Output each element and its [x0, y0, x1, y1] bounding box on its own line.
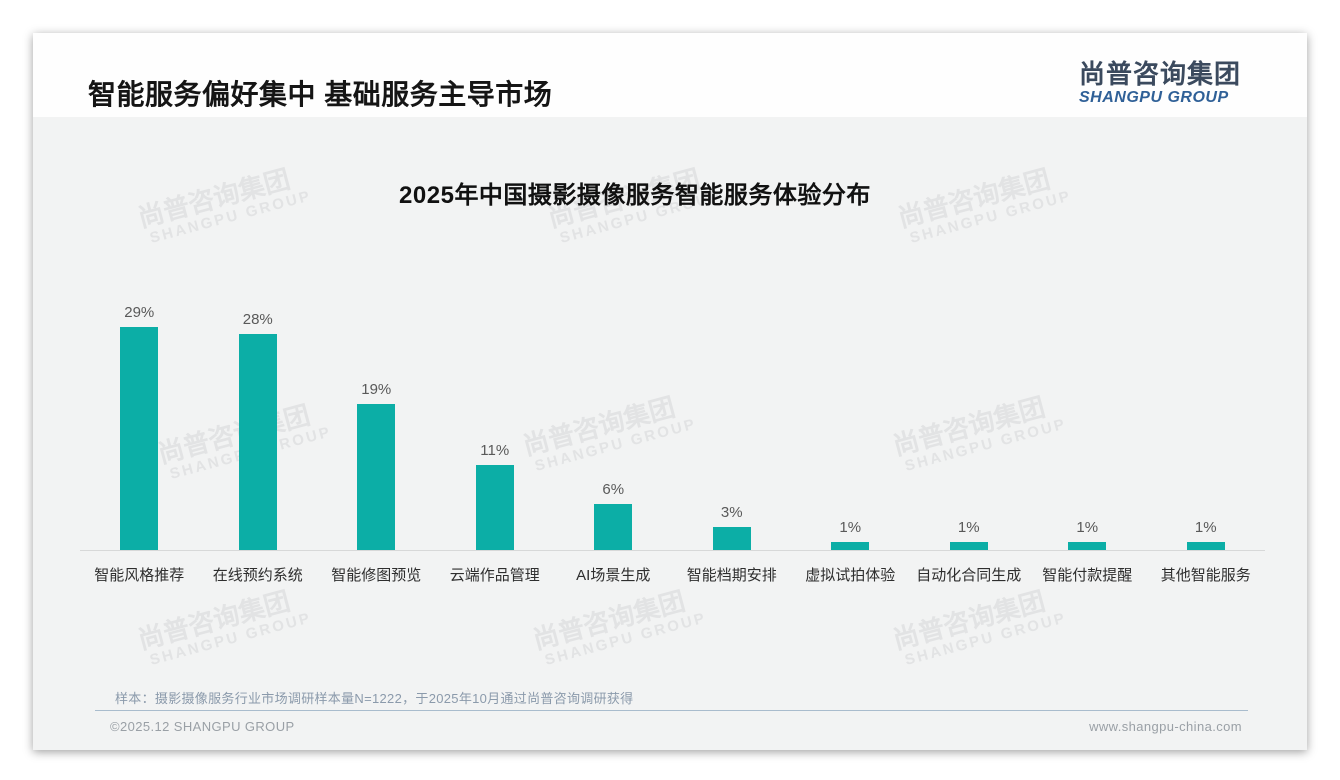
bar-slot: 1% 智能付款提醒 — [1028, 117, 1147, 584]
bar-value-label: 3% — [720, 504, 743, 521]
bar-value-label: 1% — [1076, 519, 1099, 536]
bar-slot: 1% 自动化合同生成 — [910, 117, 1029, 584]
bar-value-label: 11% — [480, 442, 510, 459]
bar-value-label: 29% — [124, 304, 155, 321]
bar-slot: 19% 智能修图预览 — [317, 117, 436, 584]
bar — [712, 527, 751, 550]
bar — [357, 404, 396, 550]
bar — [949, 542, 988, 550]
bar-slot: 11% 云端作品管理 — [436, 117, 555, 584]
bar-value-label: 1% — [839, 519, 862, 536]
slide-header: 智能服务偏好集中 基础服务主导市场 尚普咨询集团 SHANGPU GROUP — [33, 33, 1307, 117]
bar-slot: 6% AI场景生成 — [554, 117, 673, 584]
bar-value-label: 1% — [1194, 519, 1217, 536]
bar — [1186, 542, 1225, 550]
logo-chinese-text: 尚普咨询集团 — [1078, 59, 1241, 89]
bar — [475, 465, 514, 550]
bar-slot: 29% 智能风格推荐 — [80, 117, 199, 584]
bar-value-label: 1% — [957, 519, 980, 536]
bar-slot: 28% 在线预约系统 — [199, 117, 318, 584]
bar-category-label: 智能修图预览 — [331, 567, 422, 584]
bar-category-label: 智能风格推荐 — [94, 567, 185, 584]
bar-category-label: 在线预约系统 — [212, 567, 303, 584]
bar-category-label: 智能档期安排 — [686, 567, 777, 584]
bar-category-label: 云端作品管理 — [449, 567, 540, 584]
bar-chart: 29% 智能风格推荐 28% 在线预约系统 19% 智能修图预览 11% 云端作品管理 6% AI… — [80, 117, 1266, 584]
footer-divider — [95, 710, 1248, 711]
bar-category-label: 智能付款提醒 — [1042, 567, 1133, 584]
bar-value-label: 6% — [602, 481, 625, 498]
sample-note: 样本：摄影摄像服务行业市场调研样本量N=1222，于2025年10月通过尚普咨询… — [115, 691, 634, 706]
bar — [120, 327, 159, 550]
bar — [238, 334, 277, 550]
bar-category-label: 虚拟试拍体验 — [805, 567, 896, 584]
bar — [1068, 542, 1107, 550]
bar-category-label: 自动化合同生成 — [916, 567, 1022, 584]
bar-slot: 1% 其他智能服务 — [1147, 117, 1266, 584]
bar-value-label: 19% — [361, 381, 392, 398]
copyright-text: ©2025.12 SHANGPU GROUP — [110, 719, 295, 734]
bar — [831, 542, 870, 550]
bar-category-label: AI场景生成 — [576, 567, 651, 584]
slide-card: 智能服务偏好集中 基础服务主导市场 尚普咨询集团 SHANGPU GROUP 尚… — [33, 33, 1307, 750]
x-axis-line — [80, 550, 1265, 551]
bar-category-label: 其他智能服务 — [1160, 567, 1251, 584]
bar — [594, 504, 633, 550]
website-url: www.shangpu-china.com — [1089, 719, 1242, 734]
bar-slot: 1% 虚拟试拍体验 — [791, 117, 910, 584]
logo-english-text: SHANGPU GROUP — [1078, 89, 1229, 106]
page-title: 智能服务偏好集中 基础服务主导市场 — [88, 79, 553, 110]
company-logo: 尚普咨询集团 SHANGPU GROUP — [1079, 59, 1241, 107]
bar-slot: 3% 智能档期安排 — [673, 117, 792, 584]
bar-value-label: 28% — [242, 311, 273, 328]
chart-title: 2025年中国摄影摄像服务智能服务体验分布 — [399, 182, 871, 209]
